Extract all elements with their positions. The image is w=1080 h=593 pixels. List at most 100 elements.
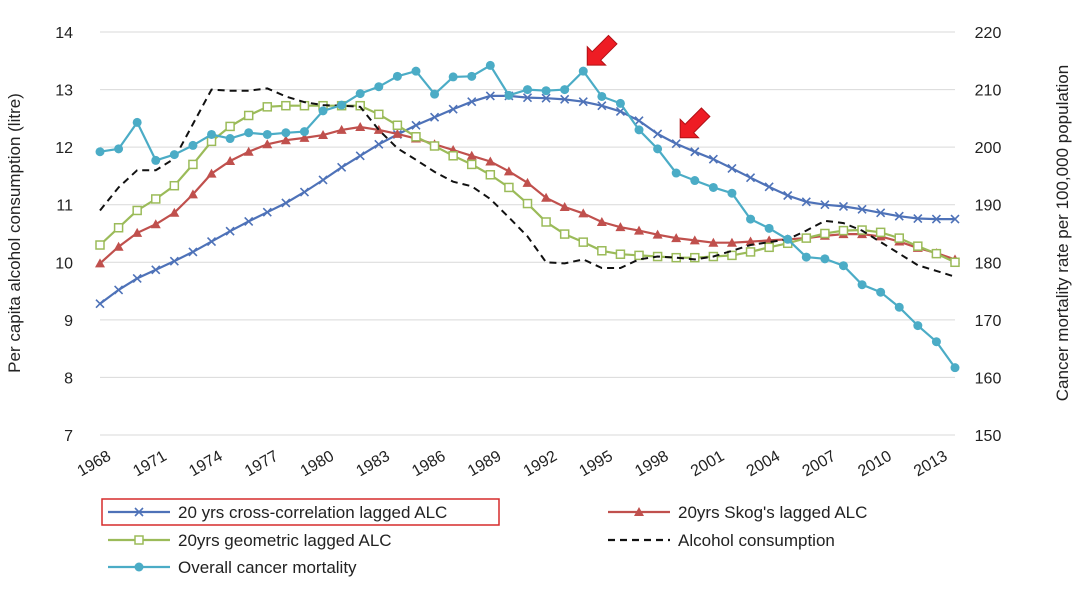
x-tick-label: 2013 [911, 448, 950, 481]
series-layer [95, 60, 960, 373]
data-point [689, 235, 700, 245]
x-tick-label: 1998 [632, 448, 671, 481]
data-point [95, 240, 105, 250]
data-point [187, 189, 198, 199]
data-point [355, 89, 365, 99]
data-point [597, 101, 607, 111]
right-tick-label: 180 [975, 255, 1002, 272]
data-point [875, 227, 886, 238]
legend: 20 yrs cross-correlation lagged ALC 20yrs… [101, 498, 867, 577]
data-point [225, 226, 235, 236]
data-point [281, 198, 291, 208]
x-tick-label: 2004 [744, 448, 783, 481]
data-point [262, 102, 273, 112]
data-point [132, 273, 142, 283]
data-point [188, 247, 198, 257]
annotation-layer [586, 34, 711, 139]
data-point [132, 227, 143, 237]
data-point [913, 321, 923, 331]
data-point [114, 144, 124, 154]
data-point [801, 233, 812, 243]
series-20yrs-geometric-lagged-alc [95, 100, 960, 268]
data-point [411, 132, 421, 142]
data-point [113, 241, 124, 251]
legend-item: 20yrs geometric lagged ALC [108, 531, 392, 550]
data-point [522, 177, 533, 187]
x-tick-label: 1983 [353, 448, 392, 481]
data-point [225, 134, 235, 144]
data-point [578, 97, 588, 107]
legend-item: 20 yrs cross-correlation lagged ALC [108, 503, 447, 522]
data-point [318, 106, 328, 116]
data-point [411, 120, 421, 130]
data-point [578, 66, 588, 76]
data-point [950, 257, 960, 268]
data-point [726, 237, 737, 247]
legend-marker [134, 562, 144, 572]
x-tick-label: 1989 [465, 448, 504, 481]
data-point [429, 112, 440, 122]
data-point [559, 229, 570, 239]
data-point [950, 214, 960, 224]
data-point [467, 71, 477, 81]
data-point [244, 128, 254, 138]
data-point [225, 121, 235, 132]
left-axis-ticks: 7 8 9 10 11 12 13 14 [55, 25, 73, 445]
data-point [634, 250, 644, 261]
left-tick-label: 14 [55, 25, 73, 42]
data-point [206, 236, 217, 247]
data-point [336, 124, 347, 134]
left-tick-label: 7 [64, 428, 73, 445]
data-point [727, 250, 737, 261]
data-point [708, 182, 718, 192]
legend-label: 20 yrs cross-correlation lagged ALC [178, 503, 447, 522]
x-axis-ticks: 1968 1971 1974 1977 1980 1983 1986 1989 1992 1995… [75, 448, 951, 481]
data-point [560, 85, 570, 95]
data-point [615, 249, 626, 259]
data-point [652, 229, 663, 239]
data-point [634, 116, 644, 126]
data-point [708, 237, 719, 247]
data-point [188, 140, 198, 150]
data-point [541, 192, 552, 202]
data-point [522, 93, 533, 103]
data-point [745, 173, 756, 183]
data-point [151, 265, 161, 275]
data-point [560, 94, 570, 104]
data-point [448, 151, 458, 161]
data-point [95, 299, 105, 309]
data-point [151, 155, 161, 165]
data-point [504, 90, 514, 100]
data-point [504, 182, 514, 193]
data-point [262, 129, 272, 139]
data-point [355, 100, 365, 111]
left-tick-label: 8 [64, 370, 73, 387]
data-point [169, 150, 179, 160]
data-point [541, 93, 551, 103]
left-tick-label: 12 [55, 140, 73, 157]
data-point [745, 247, 756, 257]
data-point [355, 121, 366, 131]
right-tick-label: 190 [975, 198, 1002, 215]
data-point [690, 252, 700, 263]
data-point [169, 180, 180, 191]
data-point [541, 86, 551, 96]
data-point [114, 285, 124, 295]
right-axis-title: Cancer mortality rate per 100,000 popula… [1053, 65, 1072, 401]
data-point [820, 200, 830, 210]
legend-marker [134, 507, 144, 517]
data-point [374, 139, 384, 149]
x-tick-label: 1995 [577, 448, 616, 481]
data-point [281, 128, 291, 138]
data-point [894, 302, 904, 312]
x-tick-label: 2007 [800, 448, 839, 481]
data-point [913, 213, 923, 224]
x-tick-label: 2001 [688, 448, 727, 481]
data-point [318, 130, 329, 140]
series-20yrs-skog-s-lagged-alc [95, 121, 960, 268]
data-point [392, 71, 402, 81]
data-point [931, 337, 941, 347]
data-point [523, 85, 532, 95]
data-point [894, 233, 904, 243]
data-point [244, 216, 254, 226]
